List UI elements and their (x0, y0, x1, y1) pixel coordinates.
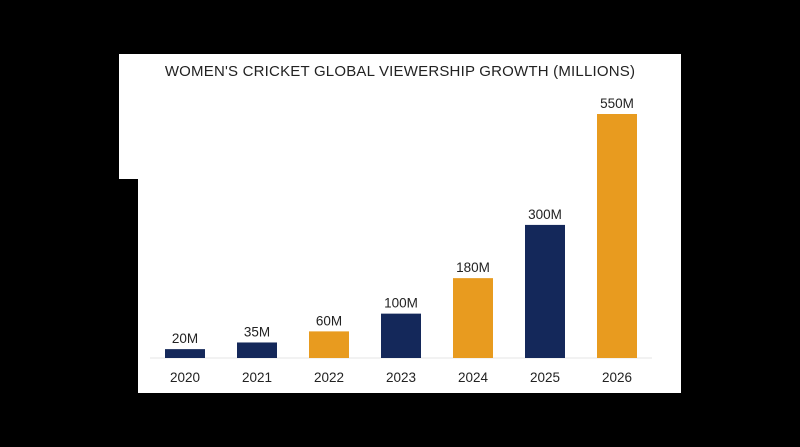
x-tick-2024: 2024 (458, 370, 489, 385)
data-label-2020: 20M (172, 331, 198, 346)
x-tick-2025: 2025 (530, 370, 560, 385)
bar-2024 (453, 278, 493, 358)
x-tick-2023: 2023 (386, 370, 416, 385)
data-label-2025: 300M (528, 207, 562, 222)
x-tick-2022: 2022 (314, 370, 344, 385)
bar-2023 (381, 313, 421, 358)
chart-title: WOMEN'S CRICKET GLOBAL VIEWERSHIP GROWTH… (164, 63, 636, 80)
data-label-2022: 60M (316, 313, 342, 328)
x-tick-2020: 2020 (170, 370, 200, 385)
data-label-2021: 35M (244, 324, 270, 339)
data-label-2024: 180M (456, 260, 490, 275)
bar-2022 (309, 331, 349, 358)
x-tick-2021: 2021 (242, 370, 272, 385)
bar-2026 (597, 114, 637, 358)
bar-2020 (165, 349, 205, 358)
chart-panel-top (119, 54, 681, 179)
data-label-2026: 550M (600, 96, 634, 111)
data-label-2023: 100M (384, 296, 418, 311)
bar-2025 (525, 224, 565, 358)
bar-2021 (237, 342, 277, 358)
x-tick-2026: 2026 (602, 370, 632, 385)
